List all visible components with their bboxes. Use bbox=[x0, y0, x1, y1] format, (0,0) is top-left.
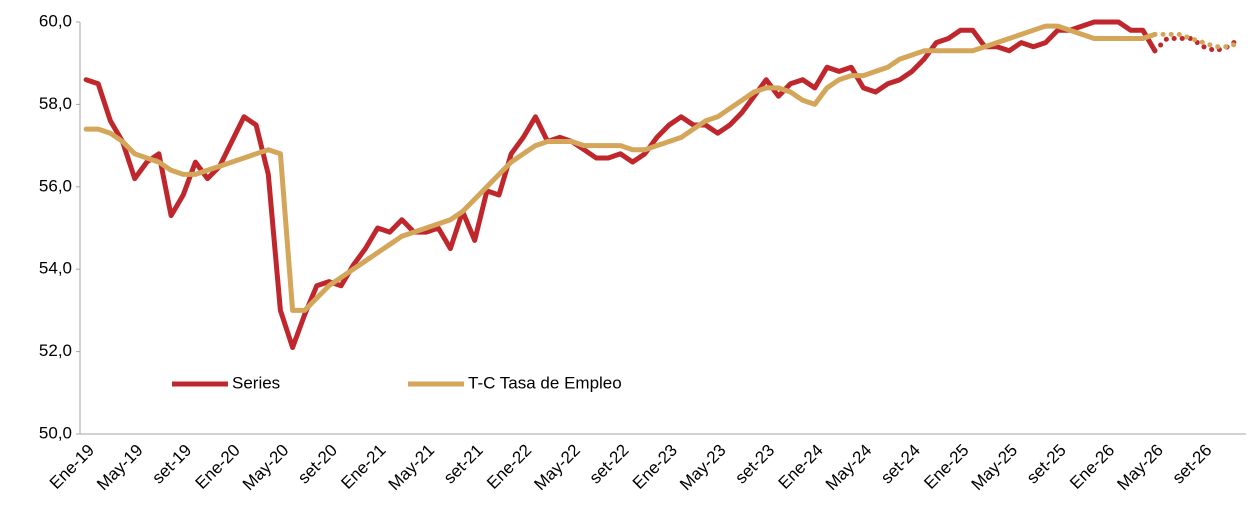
y-tick-label: 50,0 bbox=[39, 423, 72, 442]
x-tick-label: set-26 bbox=[1169, 441, 1216, 488]
x-tick-label: Ene-20 bbox=[192, 441, 244, 493]
x-tick-label: May-22 bbox=[530, 441, 584, 495]
legend-label: Series bbox=[232, 373, 280, 392]
series-line bbox=[83, 19, 1158, 350]
x-tick-label: Ene-23 bbox=[629, 441, 681, 493]
x-tick-label: set-19 bbox=[148, 441, 195, 488]
x-tick-label: May-25 bbox=[968, 441, 1022, 495]
x-tick-label: set-22 bbox=[586, 441, 633, 488]
x-tick-label: Ene-24 bbox=[775, 441, 827, 493]
x-tick-label: May-26 bbox=[1113, 441, 1167, 495]
x-tick-label: Ene-26 bbox=[1066, 441, 1118, 493]
x-tick-label: set-25 bbox=[1023, 441, 1070, 488]
x-tick-label: Ene-25 bbox=[920, 441, 972, 493]
x-tick-label: set-21 bbox=[440, 441, 487, 488]
x-tick-label: May-24 bbox=[822, 441, 876, 495]
x-tick-label: set-24 bbox=[877, 441, 924, 488]
legend-label: T-C Tasa de Empleo bbox=[468, 373, 622, 392]
x-tick-label: set-20 bbox=[294, 441, 341, 488]
x-tick-label: Ene-22 bbox=[483, 441, 535, 493]
x-tick-label: May-19 bbox=[93, 441, 147, 495]
x-tick-label: set-23 bbox=[731, 441, 778, 488]
y-tick-label: 52,0 bbox=[39, 341, 72, 360]
series-line bbox=[83, 23, 1158, 313]
y-tick-label: 54,0 bbox=[39, 259, 72, 278]
y-tick-label: 58,0 bbox=[39, 94, 72, 113]
y-tick-label: 60,0 bbox=[39, 11, 72, 30]
y-tick-label: 56,0 bbox=[39, 176, 72, 195]
series-line-dotted bbox=[1152, 31, 1243, 50]
x-tick-label: May-23 bbox=[676, 441, 730, 495]
x-tick-label: Ene-21 bbox=[337, 441, 389, 493]
x-tick-label: May-21 bbox=[385, 441, 439, 495]
x-tick-label: Ene-19 bbox=[46, 441, 98, 493]
x-tick-label: May-20 bbox=[239, 441, 293, 495]
